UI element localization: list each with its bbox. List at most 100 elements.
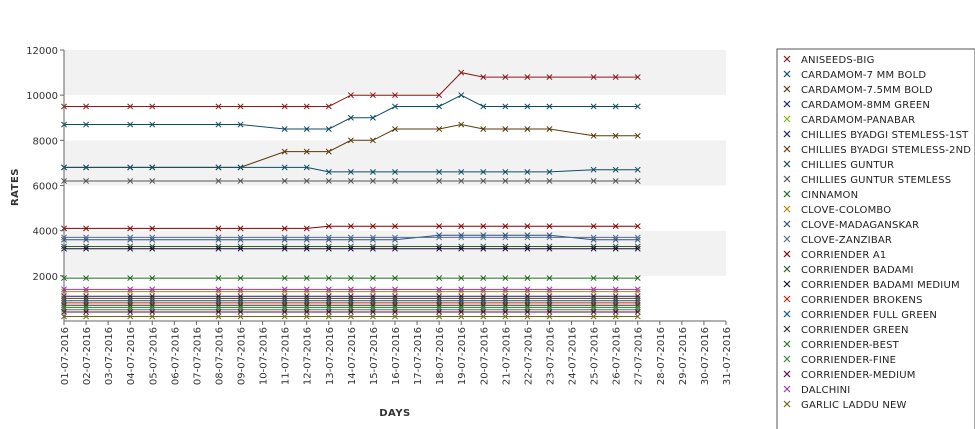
legend-label: CHILLIES GUNTUR STEMLESS	[801, 175, 951, 186]
data-point	[524, 103, 531, 110]
data-point	[369, 309, 376, 315]
data-point	[149, 295, 156, 302]
data-point	[546, 223, 553, 230]
legend-label: CLOVE-COLOMBO	[801, 205, 891, 216]
data-point	[347, 304, 354, 311]
data-point	[480, 306, 487, 313]
legend-item: CORRIENDER BROKENS	[783, 295, 922, 306]
data-point	[325, 234, 332, 241]
data-point	[281, 164, 288, 171]
data-point	[546, 313, 553, 320]
x-tick-label: 01-07-2016	[60, 327, 71, 385]
data-point	[612, 295, 619, 302]
data-point	[524, 309, 531, 315]
data-point	[281, 293, 288, 300]
data-point	[303, 234, 310, 241]
data-point	[215, 234, 222, 241]
data-point	[502, 275, 509, 282]
x-tick-label: 15-07-2016	[369, 327, 380, 385]
data-point	[458, 245, 465, 252]
data-point	[612, 236, 619, 243]
data-point	[369, 178, 376, 184]
data-point	[325, 178, 332, 184]
y-tick-label: 2000	[33, 272, 58, 283]
data-point	[590, 288, 597, 295]
data-point	[436, 293, 443, 300]
data-point	[590, 245, 597, 252]
data-point	[303, 245, 310, 252]
data-point	[237, 225, 244, 232]
series-7	[61, 295, 641, 302]
data-point	[369, 286, 376, 293]
data-point	[480, 295, 487, 302]
data-point	[480, 178, 487, 184]
data-point	[546, 293, 553, 300]
data-point	[612, 293, 619, 300]
data-point	[590, 313, 597, 320]
data-point	[369, 137, 376, 144]
data-point	[392, 286, 398, 293]
data-point	[369, 304, 376, 311]
data-point	[83, 304, 90, 311]
data-point	[303, 103, 310, 110]
legend-label: CORRIENDER-MEDIUM	[801, 370, 916, 381]
data-point	[215, 286, 222, 293]
data-point	[546, 178, 553, 184]
data-point	[281, 304, 288, 311]
data-point	[325, 236, 332, 243]
data-point	[281, 288, 288, 295]
data-point	[149, 288, 156, 295]
data-point	[502, 126, 509, 132]
data-point	[215, 309, 222, 315]
data-point	[480, 297, 487, 304]
legend-marker	[783, 190, 791, 198]
legend-label: CHILLIES GUNTUR	[801, 160, 894, 171]
data-point	[612, 132, 619, 139]
data-point	[612, 288, 619, 295]
data-point	[127, 225, 134, 232]
data-point	[369, 236, 376, 243]
data-point	[127, 234, 134, 241]
legend-marker	[783, 70, 791, 78]
data-point	[149, 297, 156, 304]
data-point	[325, 168, 332, 175]
data-point	[612, 245, 619, 252]
data-point	[83, 295, 90, 302]
data-point	[303, 178, 310, 184]
legend-item: CINNAMON	[783, 190, 858, 201]
data-point	[281, 286, 288, 293]
data-point	[458, 178, 465, 184]
data-point	[325, 306, 332, 313]
data-point	[215, 295, 222, 302]
data-point	[347, 137, 354, 144]
data-point	[149, 293, 156, 300]
x-axis-title: DAYS	[379, 408, 411, 419]
data-point	[524, 178, 531, 184]
data-point	[215, 164, 222, 171]
data-point	[325, 245, 332, 252]
data-point	[590, 74, 597, 81]
data-point	[149, 178, 156, 184]
data-point	[347, 297, 354, 304]
data-point	[392, 288, 398, 295]
data-point	[127, 236, 134, 243]
data-point	[590, 275, 597, 282]
data-point	[436, 304, 443, 311]
data-point	[127, 297, 134, 304]
data-point	[369, 275, 376, 282]
data-point	[325, 295, 332, 302]
data-point	[524, 293, 531, 300]
data-point	[590, 132, 597, 139]
data-point	[347, 306, 354, 313]
data-point	[83, 288, 90, 295]
data-point	[281, 275, 288, 282]
data-point	[237, 306, 244, 313]
data-point	[590, 293, 597, 300]
data-point	[149, 304, 156, 311]
data-point	[83, 313, 90, 320]
x-tick-label: 22-07-2016	[523, 327, 534, 385]
data-point	[347, 234, 354, 241]
data-point	[634, 178, 641, 184]
data-point	[546, 234, 553, 241]
data-point	[590, 306, 597, 313]
